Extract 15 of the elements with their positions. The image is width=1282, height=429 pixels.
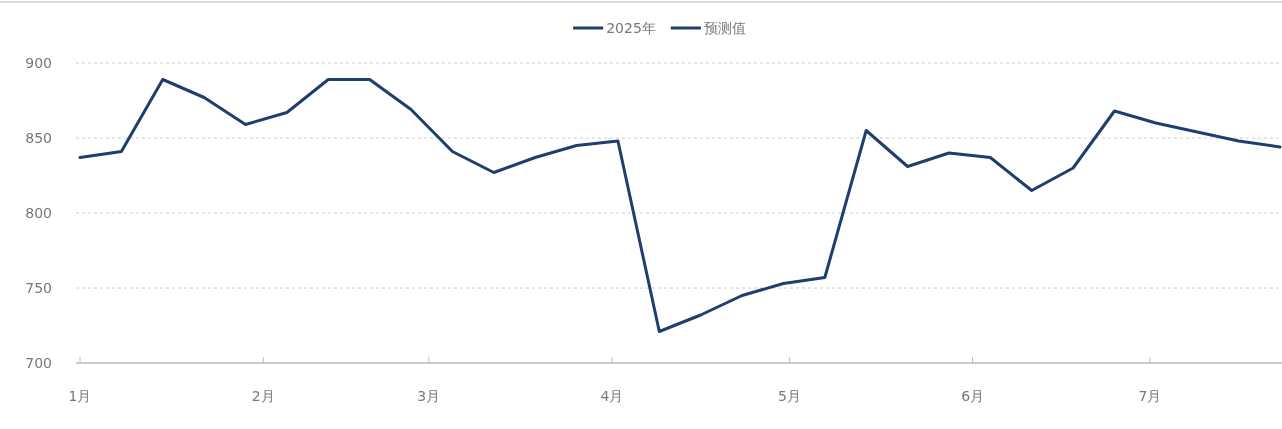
y-tick-label: 900: [25, 55, 52, 71]
x-tick-label: 2月: [251, 388, 275, 404]
x-tick-label: 3月: [417, 388, 441, 404]
y-tick-label: 800: [25, 205, 52, 221]
y-tick-label: 750: [25, 280, 52, 296]
y-tick-label: 850: [25, 130, 52, 146]
x-tick-label: 6月: [961, 388, 985, 404]
line-series: [78, 78, 1282, 333]
x-tick-label: 1月: [68, 388, 92, 404]
x-tick-label: 7月: [1138, 388, 1162, 404]
y-tick-label: 700: [25, 355, 52, 371]
legend-label: 预测值: [703, 20, 746, 36]
x-tick-label: 4月: [600, 388, 624, 404]
x-tick-label: 5月: [777, 388, 801, 404]
legend-label: 2025年: [606, 20, 656, 36]
